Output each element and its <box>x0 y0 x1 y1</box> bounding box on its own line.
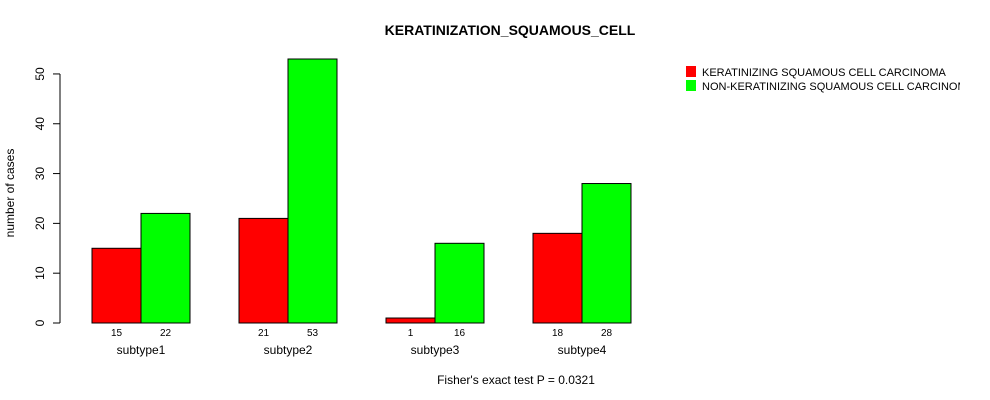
legend: KERATINIZING SQUAMOUS CELL CARCINOMA NON-… <box>686 66 975 93</box>
legend-swatch <box>686 80 696 91</box>
legend-label: NON-KERATINIZING SQUAMOUS CELL CARCINOMA <box>702 81 975 93</box>
category-label: subtype2 <box>264 343 313 357</box>
y-tick-label: 10 <box>33 266 47 280</box>
bar-value-label: 22 <box>160 328 172 339</box>
legend-swatch <box>686 66 696 77</box>
bar-value-label: 53 <box>307 328 319 339</box>
bar-value-label: 15 <box>111 328 123 339</box>
y-tick-label: 50 <box>33 67 47 81</box>
y-tick-label: 30 <box>33 167 47 181</box>
y-axis: 0 10 20 30 40 50 <box>33 67 61 326</box>
y-tick-label: 0 <box>33 319 47 326</box>
bar <box>140 212 191 324</box>
bar-value-label: 21 <box>258 328 270 339</box>
y-tick-label: 20 <box>33 216 47 230</box>
category-label: subtype3 <box>411 343 460 357</box>
bar <box>287 58 338 324</box>
legend-label: KERATINIZING SQUAMOUS CELL CARCINOMA <box>702 67 947 79</box>
bar-value-label: 16 <box>454 328 466 339</box>
bar <box>385 317 436 324</box>
bar <box>91 247 142 324</box>
y-tick-label: 40 <box>33 117 47 131</box>
bar <box>532 232 583 324</box>
bars: 15 22 21 53 1 16 18 28 <box>91 58 632 339</box>
bar <box>238 217 289 324</box>
y-axis-label: number of cases <box>3 149 17 238</box>
category-labels: subtype1 subtype2 subtype3 subtype4 <box>117 343 607 357</box>
category-label: subtype4 <box>558 343 607 357</box>
bar-value-label: 18 <box>552 328 564 339</box>
bar <box>581 183 632 324</box>
category-label: subtype1 <box>117 343 166 357</box>
bar <box>434 242 485 324</box>
legend-entries: KERATINIZING SQUAMOUS CELL CARCINOMA NON-… <box>686 66 975 93</box>
bar-value-label: 28 <box>601 328 613 339</box>
fisher-test-footnote: Fisher's exact test P = 0.0321 <box>437 373 595 387</box>
bar-value-label: 1 <box>408 328 414 339</box>
chart-title: KERATINIZATION_SQUAMOUS_CELL <box>385 22 636 38</box>
